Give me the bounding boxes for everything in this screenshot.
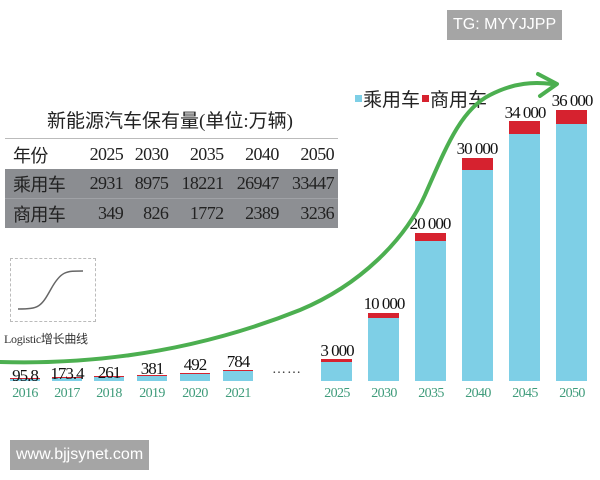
value-label: 95.8 — [12, 366, 39, 385]
legend-label-passenger: 乘用车 — [363, 90, 421, 111]
bar-passenger — [52, 378, 82, 381]
value-label: 20 000 — [409, 214, 452, 233]
table-top-rule — [5, 138, 338, 139]
table-cell: 商用车 — [5, 198, 83, 228]
table-row-passenger: 乘用车 2931 8975 18221 26947 33447 — [5, 169, 338, 199]
table-cell: 826 — [127, 198, 173, 228]
bar-passenger — [94, 377, 124, 381]
table-row-commercial: 商用车 349 826 1772 2389 3236 — [5, 198, 338, 228]
year-label: 2040 — [465, 386, 491, 401]
bar-2035 — [415, 233, 446, 381]
year-label: 2025 — [324, 386, 350, 401]
bar-commercial — [321, 359, 352, 362]
ellipsis: …… — [272, 362, 302, 377]
bar-commercial — [180, 373, 210, 374]
bar-2016 — [10, 378, 40, 381]
value-label: 173.4 — [50, 364, 84, 383]
table-cell: 2040 — [245, 144, 279, 164]
year-label: 2018 — [96, 386, 122, 401]
bar-commercial — [509, 121, 540, 134]
bar-2017 — [52, 377, 82, 381]
table-cell: 3236 — [282, 198, 338, 228]
table-header-row: 年份 2025 2030 2035 2040 2050 — [5, 140, 338, 169]
table-cell: 26947 — [227, 169, 283, 199]
year-label: 2017 — [54, 386, 80, 401]
bar-commercial — [52, 377, 82, 378]
watermark-bottom-left: www.bjjsynet.com — [10, 440, 150, 470]
year-label: 2016 — [12, 386, 38, 401]
bar-passenger — [180, 374, 210, 381]
table-cell: 2931 — [82, 169, 128, 199]
data-table: 年份 2025 2030 2035 2040 2050 乘用车 2931 897… — [5, 140, 338, 228]
table-cell: 2389 — [227, 198, 283, 228]
bar-2019 — [137, 375, 167, 381]
bar-2045 — [509, 121, 540, 381]
bar-passenger — [368, 318, 399, 381]
logistic-label: Logistic增长曲线 — [4, 332, 88, 346]
table-title: 新能源汽车保有量(单位:万辆) — [47, 111, 293, 132]
year-label: 2020 — [182, 386, 208, 401]
logistic-inset — [10, 258, 96, 322]
table-cell: 年份 — [13, 145, 48, 166]
table-cell: 8975 — [127, 169, 173, 199]
table-cell: 2035 — [189, 144, 224, 164]
value-label: 381 — [140, 359, 165, 378]
table-cell: 1772 — [172, 198, 228, 228]
bar-2025 — [321, 359, 352, 381]
table-cell: 2050 — [300, 144, 334, 164]
bar-passenger — [321, 362, 352, 381]
bar-commercial — [415, 233, 446, 241]
bar-2040 — [462, 158, 493, 381]
bar-commercial — [223, 370, 253, 371]
legend-swatch-passenger — [355, 95, 362, 102]
value-label: 34 000 — [504, 103, 547, 122]
bar-2030 — [368, 313, 399, 381]
legend-swatch-commercial — [422, 95, 430, 102]
table-cell: 349 — [82, 198, 128, 228]
bar-commercial — [368, 313, 399, 318]
year-label: 2019 — [139, 386, 165, 401]
bar-passenger — [223, 371, 253, 381]
year-label: 2021 — [225, 386, 251, 401]
bar-passenger — [462, 170, 493, 381]
value-label: 30 000 — [456, 139, 499, 158]
bar-commercial — [94, 376, 124, 377]
bar-2020 — [180, 373, 210, 381]
value-label: 784 — [226, 352, 251, 371]
logistic-curve-icon — [17, 270, 84, 310]
bar-commercial — [10, 378, 40, 379]
year-label: 2035 — [418, 386, 444, 401]
table-cell: 2030 — [134, 144, 169, 164]
table-cell: 乘用车 — [5, 169, 83, 199]
watermark-top-right: TG: MYYJJPP — [447, 10, 563, 40]
bar-passenger — [10, 379, 40, 381]
year-label: 2030 — [371, 386, 397, 401]
bar-commercial — [137, 375, 167, 376]
table-cell: 33447 — [282, 169, 338, 199]
table-cell: 2025 — [89, 144, 124, 164]
value-label: 36 000 — [551, 91, 594, 110]
value-label: 261 — [97, 363, 122, 382]
bar-passenger — [137, 376, 167, 381]
bar-passenger — [556, 124, 587, 381]
bar-commercial — [556, 110, 587, 124]
value-label: 492 — [183, 355, 208, 374]
year-label: 2050 — [559, 386, 585, 401]
value-label: 3 000 — [320, 341, 354, 360]
year-label: 2045 — [512, 386, 538, 401]
bar-commercial — [462, 158, 493, 170]
value-label: 10 000 — [363, 294, 406, 313]
bar-2018 — [94, 376, 124, 381]
bar-2021 — [223, 370, 253, 381]
bar-passenger — [509, 134, 540, 381]
bar-passenger — [415, 241, 446, 381]
bar-2050 — [556, 110, 587, 381]
table-cell: 18221 — [172, 169, 228, 199]
